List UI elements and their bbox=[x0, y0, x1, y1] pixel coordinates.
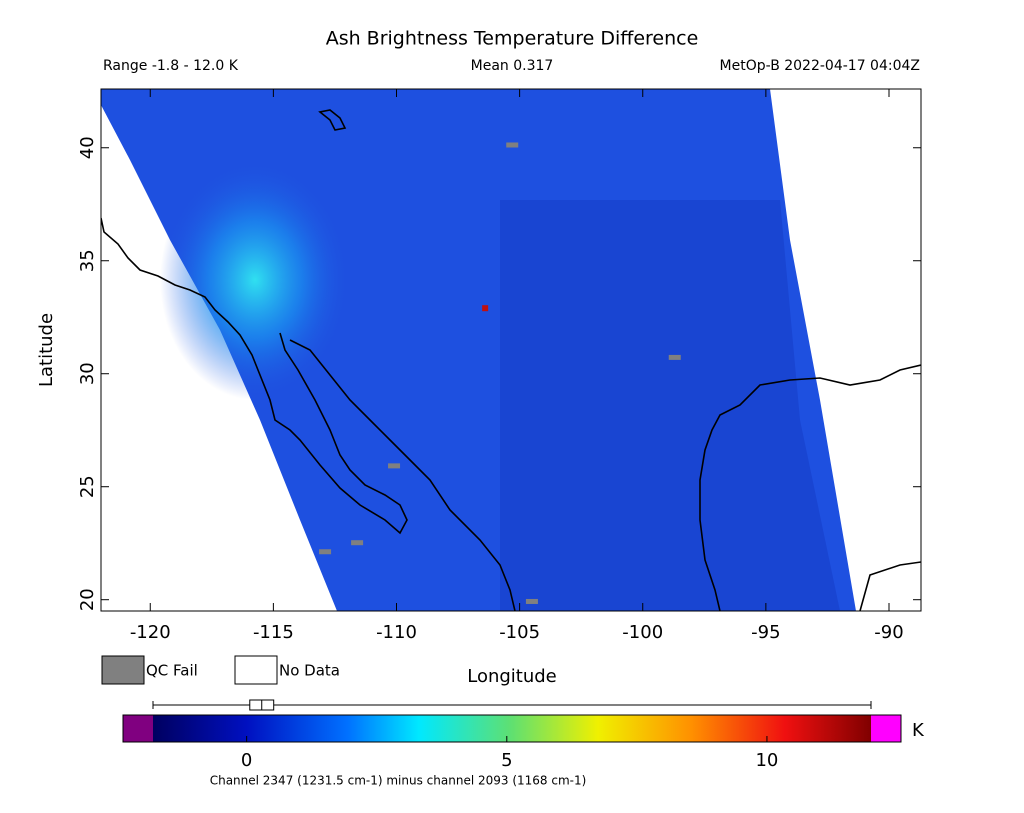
legend-label: QC Fail bbox=[146, 662, 198, 680]
x-axis-label: Longitude bbox=[467, 666, 557, 687]
x-tick-label: -100 bbox=[622, 622, 663, 643]
qc-fail-pixel bbox=[506, 142, 519, 148]
colorbar-tick-label: 0 bbox=[241, 750, 252, 771]
coastlines bbox=[101, 109, 921, 611]
y-tick-label: 20 bbox=[77, 588, 98, 611]
colorbar bbox=[153, 715, 871, 742]
qc-fail-pixel bbox=[525, 598, 538, 604]
swath-shade bbox=[500, 200, 840, 611]
qc-fail-pixel bbox=[319, 549, 332, 555]
x-tick-label: -120 bbox=[130, 622, 171, 643]
y-tick-label: 30 bbox=[77, 362, 98, 385]
title: Ash Brightness Temperature Difference bbox=[326, 28, 699, 50]
x-tick-label: -115 bbox=[253, 622, 294, 643]
x-tick-label: -110 bbox=[376, 622, 417, 643]
y-tick-label: 35 bbox=[77, 249, 98, 272]
x-tick-label: -105 bbox=[499, 622, 540, 643]
plume bbox=[160, 160, 350, 400]
colorbar-frame bbox=[122, 714, 902, 743]
mean-label: Mean 0.317 bbox=[471, 58, 554, 74]
colorbar-tick-label: 5 bbox=[501, 750, 512, 771]
y-tick-label: 25 bbox=[77, 475, 98, 498]
plot-frame bbox=[100, 88, 922, 612]
colorbar-unit: K bbox=[912, 720, 925, 741]
colorbar-over bbox=[871, 715, 901, 742]
legend-swatch bbox=[101, 655, 145, 685]
y-axis-label: Latitude bbox=[36, 313, 57, 387]
colorbar-tick-label: 10 bbox=[755, 750, 778, 771]
map-area bbox=[101, 89, 921, 611]
x-tick-label: -90 bbox=[874, 622, 903, 643]
legend-swatch bbox=[234, 655, 278, 685]
y-tick-label: 40 bbox=[77, 136, 98, 159]
colorbar-caption: Channel 2347 (1231.5 cm-1) minus channel… bbox=[210, 774, 587, 788]
legend-label: No Data bbox=[279, 662, 340, 680]
qc-fail-pixel bbox=[388, 463, 401, 469]
qc-fail-pixel bbox=[668, 354, 681, 360]
x-tick-label: -95 bbox=[751, 622, 780, 643]
satellite-label: MetOp-B 2022-04-17 04:04Z bbox=[720, 58, 920, 74]
qc-fail-pixel bbox=[351, 540, 364, 546]
hot-pixel bbox=[482, 305, 489, 312]
range-label: Range -1.8 - 12.0 K bbox=[103, 58, 239, 74]
colorbar-under bbox=[123, 715, 153, 742]
